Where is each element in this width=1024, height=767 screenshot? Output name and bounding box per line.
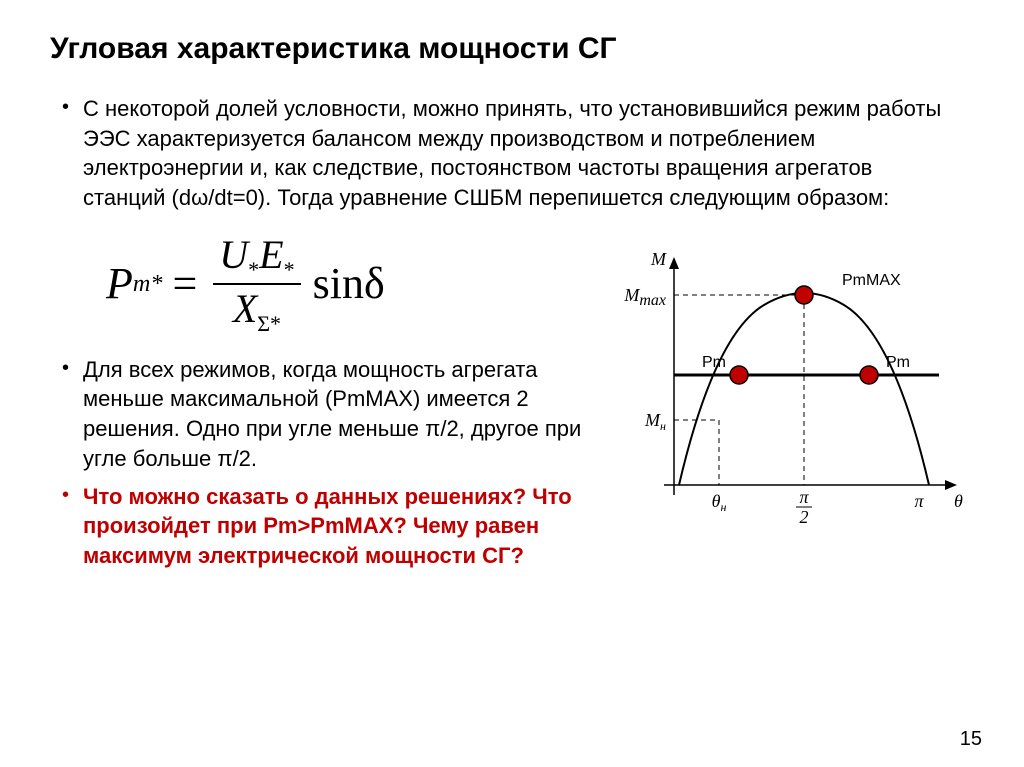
page-number: 15 [960, 728, 982, 751]
formula-lhs-sub: m* [133, 270, 163, 298]
formula-fraction: U*E* XΣ* [213, 231, 300, 337]
x-tick-thetan: θн [712, 491, 727, 514]
bullet-marker: • [62, 94, 69, 121]
y-tick-mn: Mн [644, 410, 666, 433]
y-tick-mmax: Mmax [623, 285, 666, 309]
y-axis-label: M [650, 249, 667, 269]
x-tick-pi: π [914, 491, 924, 511]
bullet-3: • Что можно сказать о данных решениях? Ч… [50, 482, 594, 571]
bullet-1: • С некоторой долей условности, можно пр… [50, 94, 974, 213]
power-angle-chart: M Mmax Mн θн π 2 π θ PmMAX Pm Pm [604, 245, 974, 535]
paragraph-1: С некоторой долей условности, можно прин… [83, 94, 953, 213]
svg-text:π: π [799, 487, 809, 507]
ann-pm-left: Pm [702, 354, 726, 371]
dashed-guides [674, 295, 804, 485]
x-axis-label: θ [954, 491, 963, 511]
x-tick-pi2: π 2 [796, 487, 812, 527]
paragraph-2: Для всех режимов, когда мощность агрегат… [83, 355, 594, 474]
formula-lhs-var: P [106, 258, 133, 309]
formula-trig: sinδ [313, 258, 385, 309]
page-title: Угловая характеристика мощности СГ [50, 32, 974, 66]
paragraph-3-question: Что можно сказать о данных решениях? Что… [83, 482, 594, 571]
ann-pmmax: PmMAX [842, 272, 901, 289]
ann-pm-right: Pm [886, 354, 910, 371]
svg-text:2: 2 [800, 507, 809, 527]
bullet-marker: • [62, 355, 69, 382]
bullet-marker: • [62, 482, 69, 509]
bullet-2: • Для всех режимов, когда мощность агрег… [50, 355, 594, 474]
